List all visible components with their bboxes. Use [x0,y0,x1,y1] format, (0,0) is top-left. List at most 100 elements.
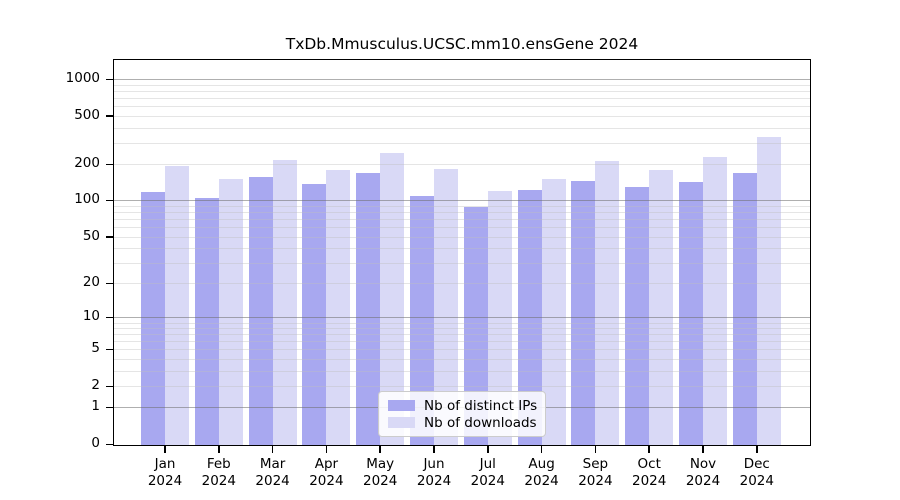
y-tick-100 [106,199,114,202]
minor-gridline-20 [114,283,810,285]
year-label: 2024 [147,473,183,489]
month-label: Apr [314,456,339,472]
x-tick-label-feb: Feb 2024 [189,456,249,490]
y-tick-label-20: 20 [82,274,100,291]
year-label: 2024 [524,473,559,489]
year-label: 2024 [578,473,613,489]
y-tick-label-0: 0 [91,435,100,451]
bar-distinct-ips-dec [732,172,757,445]
bar-downloads-nov [703,157,727,445]
x-tick-dec [756,445,758,453]
minor-gridline-5 [114,349,810,351]
bar-distinct-ips-sep [571,180,596,445]
major-gridline-100 [114,200,810,202]
minor-gridline-3 [114,370,810,372]
y-tick-label-5: 5 [91,340,100,357]
legend-item-downloads: Nb of downloads [388,414,537,431]
minor-gridline-6 [114,341,810,343]
year-label: 2024 [470,473,505,489]
month-label: Oct [637,456,661,472]
bar-downloads-feb [218,178,243,445]
month-label: Dec [743,456,770,472]
y-tick-label-2: 2 [91,377,100,394]
y-tick-20 [106,282,114,285]
y-tick-label-10: 10 [82,308,100,325]
year-label: 2024 [416,473,452,489]
x-tick-jan [164,445,166,453]
x-tick-jul [487,445,489,453]
minor-gridline-50 [114,236,810,238]
legend-label-downloads: Nb of downloads [424,414,537,431]
y-tick-label-100: 100 [74,191,100,208]
y-tick-1000 [106,78,114,81]
major-gridline-10 [114,317,810,319]
month-label: Jul [479,456,496,472]
minor-gridline-300 [114,142,810,144]
year-label: 2024 [363,473,398,489]
x-tick-label-dec: Dec 2024 [727,456,787,490]
legend-swatch-downloads [388,417,415,428]
chart-title: TxDb.Mmusculus.UCSC.mm10.ensGene 2024 [285,35,639,53]
x-tick-sep [594,445,597,453]
minor-gridline-200 [114,164,810,166]
y-tick-label-50: 50 [82,227,100,244]
legend-item-distinct-ips: Nb of distinct IPs [388,398,537,414]
x-tick-mar [271,445,274,453]
y-tick-10 [106,316,114,319]
bar-downloads-apr [326,170,351,445]
minor-gridline-2 [114,386,810,388]
bar-downloads-oct [649,169,674,445]
x-tick-nov [702,445,704,453]
month-label: Sep [582,456,609,472]
y-tick-200 [106,163,114,166]
x-tick-label-apr: Apr 2024 [296,456,356,490]
year-label: 2024 [632,473,667,489]
x-tick-label-may: May 2024 [350,456,410,490]
y-tick-2 [106,385,114,388]
plot-area: 0 1 2 5 10 20 50 100 200 500 1000 Jan 2024 Feb 2024 Mar… [66,59,811,489]
minor-gridline-7 [114,334,810,336]
x-tick-label-jul: Jul 2024 [458,456,518,490]
x-tick-label-aug: Aug 2024 [512,456,572,490]
month-label: Jan [154,456,176,472]
x-tick-label-nov: Nov 2024 [673,456,733,490]
y-tick-5 [106,348,114,351]
x-tick-label-oct: Oct 2024 [619,456,679,490]
legend-swatch-distinct-ips [388,400,415,411]
minor-gridline-700 [114,98,810,100]
minor-gridline-4 [114,359,810,361]
x-tick-apr [325,445,328,453]
minor-gridline-30 [114,262,810,264]
bar-downloads-mar [272,159,297,445]
y-tick-0 [106,443,114,445]
bar-downloads-dec [756,137,781,445]
y-tick-label-1: 1 [91,398,100,415]
month-label: Aug [528,456,555,472]
month-label: Mar [259,456,286,472]
bar-downloads-jan [165,166,189,445]
y-tick-1 [106,406,114,409]
minor-gridline-500 [114,115,810,117]
minor-gridline-800 [114,91,810,93]
month-label: Jun [423,456,445,472]
bar-distinct-ips-apr [302,184,327,445]
minor-gridline-90 [114,205,810,207]
bar-distinct-ips-mar [248,177,273,445]
x-tick-label-sep: Sep 2024 [565,456,625,490]
month-label: Feb [206,456,231,472]
x-tick-jun [433,445,435,453]
x-tick-label-jun: Jun 2024 [404,456,464,490]
minor-gridline-8 [114,328,810,330]
month-label: May [366,456,395,472]
x-tick-label-jan: Jan 2024 [135,456,195,490]
bar-distinct-ips-oct [625,187,650,445]
minor-gridline-40 [114,248,810,250]
year-label: 2024 [309,473,344,489]
x-tick-feb [218,445,220,453]
minor-gridline-80 [114,212,810,214]
legend: Nb of distinct IPs Nb of downloads [378,391,546,437]
x-tick-label-mar: Mar 2024 [243,456,303,490]
x-tick-oct [648,445,650,453]
month-label: Nov [689,456,717,472]
